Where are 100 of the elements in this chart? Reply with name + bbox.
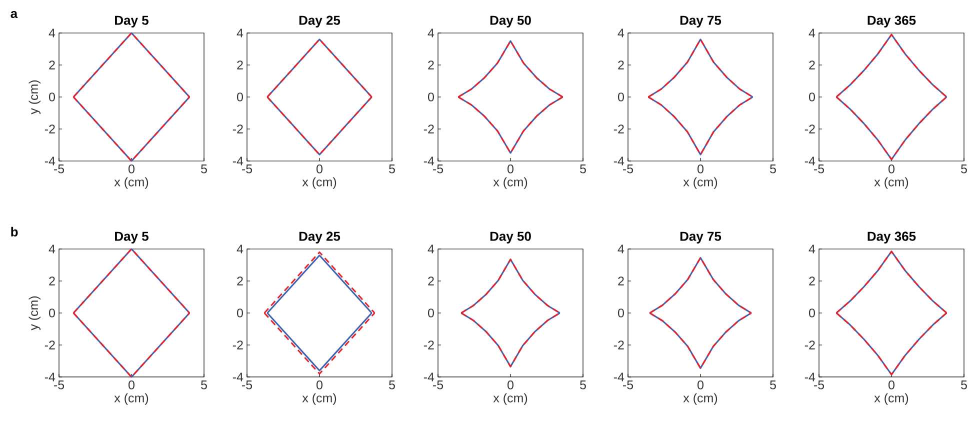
x-axis-title: x (cm) [302,177,336,189]
x-axis-title: x (cm) [683,177,718,189]
x-axis-title: x (cm) [114,177,148,189]
y-tick-label: 0 [809,92,815,102]
x-tick-label: -5 [622,380,634,390]
x-tick-label: -5 [432,164,444,174]
x-tick-label: -5 [54,380,64,390]
text: a [10,10,18,18]
x-axis-title: x (cm) [493,393,528,405]
y-tick-label: 4 [236,28,244,38]
y-tick-label: -2 [232,124,243,134]
y-tick-label: 2 [49,60,55,70]
y-tick-label: 4 [618,28,624,38]
x-tick-label: 5 [580,164,586,174]
y-tick-label: 4 [48,28,56,38]
x-tick-label: 5 [961,380,967,390]
x-tick-label: 0 [888,164,894,174]
y-tick-label: 4 [236,244,244,254]
y-axis-title: y (cm) [28,296,40,330]
x-tick-label: -5 [54,164,64,174]
y-tick-label: -4 [232,372,244,382]
x-tick-label: -5 [622,164,634,174]
y-tick-label: 0 [428,92,434,102]
y-tick-label: 2 [428,60,434,70]
y-tick-label: 4 [808,244,816,254]
x-axis-title: x (cm) [302,393,336,405]
x-tick-label: 5 [389,164,395,174]
y-tick-label: 4 [428,28,434,38]
y-tick-label: 2 [618,276,624,286]
chart-title: Day 365 [868,16,916,28]
x-axis-title: x (cm) [683,393,718,405]
x-tick-label: 5 [770,164,776,174]
y-tick-label: 0 [49,92,55,102]
y-tick-label: 2 [809,60,815,70]
y-tick-label: -4 [44,372,56,382]
y-tick-label: -2 [804,340,815,350]
chart-title: Day 5 [115,232,148,244]
x-tick-label: -5 [242,380,252,390]
y-tick-label: 0 [428,308,434,318]
x-axis-title: x (cm) [874,177,908,189]
x-axis-title: x (cm) [874,393,908,405]
y-tick-label: 2 [618,60,624,70]
y-tick-label: 4 [428,244,434,254]
y-tick-label: -4 [614,156,624,166]
x-tick-label: 0 [316,380,322,390]
y-tick-label: -2 [424,124,434,134]
y-tick-label: -2 [614,124,624,134]
y-tick-label: -4 [804,372,816,382]
x-tick-label: 5 [580,380,586,390]
y-axis-title: y (cm) [28,80,40,114]
y-tick-label: 0 [237,308,243,318]
y-tick-label: -2 [614,340,624,350]
x-tick-label: 0 [508,164,514,174]
chart-title: Day 5 [115,16,148,28]
y-tick-label: -2 [44,340,55,350]
y-tick-label: -4 [424,372,434,382]
y-tick-label: -4 [232,156,244,166]
x-tick-label: -5 [814,164,824,174]
x-axis-title: x (cm) [114,393,148,405]
y-tick-label: -2 [232,340,243,350]
y-tick-label: 2 [49,276,55,286]
y-tick-label: -4 [424,156,434,166]
y-tick-label: 4 [618,244,624,254]
y-tick-label: 0 [237,92,243,102]
chart-title: Day 50 [490,16,531,28]
y-tick-label: 2 [237,60,243,70]
y-tick-label: -4 [804,156,816,166]
y-tick-label: -2 [804,124,815,134]
y-tick-label: 4 [48,244,56,254]
y-tick-label: 4 [808,28,816,38]
x-axis-title: x (cm) [493,177,528,189]
x-tick-label: -5 [242,164,252,174]
x-tick-label: 5 [389,380,395,390]
y-tick-label: 0 [618,92,624,102]
x-tick-label: -5 [814,380,824,390]
y-tick-label: 0 [809,308,815,318]
chart-title: Day 365 [868,232,916,244]
x-tick-label: 5 [201,380,207,390]
x-tick-label: 5 [201,164,207,174]
chart-title: Day 25 [299,232,340,244]
y-tick-label: -4 [614,372,624,382]
x-tick-label: 0 [128,380,134,390]
y-tick-label: -2 [44,124,55,134]
chart-title: Day 75 [680,16,722,28]
x-tick-label: 0 [128,164,134,174]
x-tick-label: 5 [961,164,967,174]
x-tick-label: 0 [316,164,322,174]
y-tick-label: 0 [49,308,55,318]
x-tick-label: 0 [508,380,514,390]
y-tick-label: -2 [424,340,434,350]
y-tick-label: 2 [809,276,815,286]
chart-title: Day 25 [299,16,340,28]
x-tick-label: -5 [432,380,444,390]
y-tick-label: 2 [428,276,434,286]
y-tick-label: -4 [44,156,56,166]
text: b [11,226,18,236]
chart-title: Day 50 [490,232,531,244]
y-tick-label: 0 [618,308,624,318]
x-tick-label: 5 [770,380,776,390]
x-tick-label: 0 [698,164,704,174]
